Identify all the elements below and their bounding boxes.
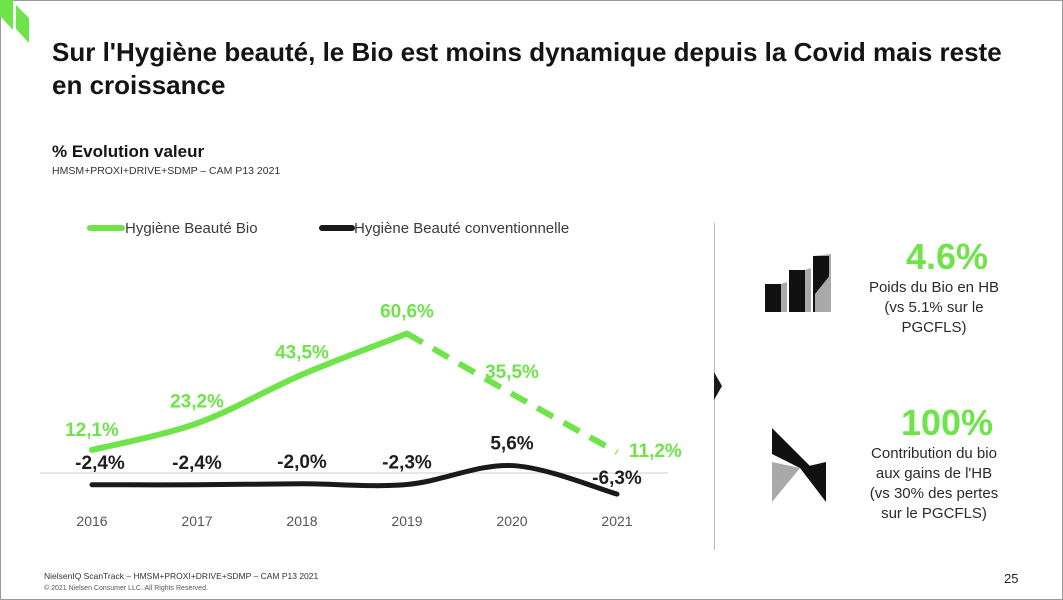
- x-tick-label: 2019: [391, 513, 422, 529]
- series-line-conventional: [89, 463, 620, 497]
- data-label-conventional: -6,3%: [592, 468, 642, 489]
- x-tick-label: 2021: [601, 513, 632, 529]
- corner-logo-icon: [0, 0, 29, 43]
- chart-legend: Hygiène Beauté Bio Hygiène Beauté conven…: [87, 220, 569, 237]
- kpi-description-line: PGCFLS): [901, 319, 967, 336]
- kpi-description-line: Poids du Bio en HB: [868, 279, 1000, 296]
- series-line-bio-dashed: [405, 330, 619, 455]
- data-label-bio: 11,2%: [629, 441, 682, 462]
- legend-label-bio: Hygiène Beauté Bio: [125, 220, 258, 237]
- chart-subtitle: % Evolution valeur: [52, 142, 205, 161]
- kpi-description-line: (vs 30% des pertes: [869, 485, 999, 502]
- x-tick-label: 2016: [76, 513, 107, 529]
- kpi-description-line: aux gains de l'HB: [875, 465, 993, 482]
- kpi-description-line: (vs 5.1% sur le: [884, 299, 984, 316]
- page-number: 25: [1004, 571, 1019, 586]
- arrow-right-icon: [714, 372, 722, 400]
- data-label-bio: 43,5%: [275, 343, 329, 364]
- kpi-value-contribution: 100%: [900, 402, 994, 443]
- legend-label-conventional: Hygiène Beauté conventionnelle: [354, 220, 569, 237]
- x-tick-label: 2020: [496, 513, 527, 529]
- x-tick-label: 2017: [181, 513, 212, 529]
- data-label-conventional: -2,4%: [75, 453, 125, 474]
- footer-copyright: © 2021 Nielsen Consumer LLC. All Rights …: [44, 585, 208, 592]
- bar-chart-icon: [765, 254, 831, 312]
- data-label-bio: 23,2%: [170, 391, 224, 412]
- x-tick-label: 2018: [286, 513, 317, 529]
- data-label-bio: 35,5%: [485, 362, 539, 383]
- nielseniq-logo-icon: [772, 428, 826, 502]
- slide-title: Sur l'Hygiène beauté, le Bio est moins d…: [52, 37, 1002, 100]
- kpi-description-line: sur le PGCFLS): [881, 505, 987, 522]
- line-chart: Hygiène Beauté Bio Hygiène Beauté conven…: [40, 220, 682, 529]
- kpi-value-weight: 4.6%: [905, 236, 989, 277]
- kpi-description-line: Contribution du bio: [871, 445, 997, 462]
- data-label-conventional: -2,3%: [382, 453, 432, 474]
- data-label-bio: 12,1%: [65, 420, 119, 441]
- chart-source-line: HMSM+PROXI+DRIVE+SDMP – CAM P13 2021: [52, 165, 281, 177]
- data-label-conventional: -2,0%: [277, 452, 327, 473]
- series-line-bio-solid: [89, 330, 410, 453]
- data-label-conventional: -2,4%: [172, 453, 222, 474]
- kpi-description-weight: Poids du Bio en HB (vs 5.1% sur le PGCFL…: [834, 278, 1034, 338]
- data-label-conventional: 5,6%: [490, 434, 533, 455]
- data-label-bio: 60,6%: [380, 302, 434, 323]
- footer-source: NielsenIQ ScanTrack – HMSM+PROXI+DRIVE+S…: [44, 571, 319, 581]
- kpi-description-contribution: Contribution du bio aux gains de l'HB (v…: [834, 444, 1034, 524]
